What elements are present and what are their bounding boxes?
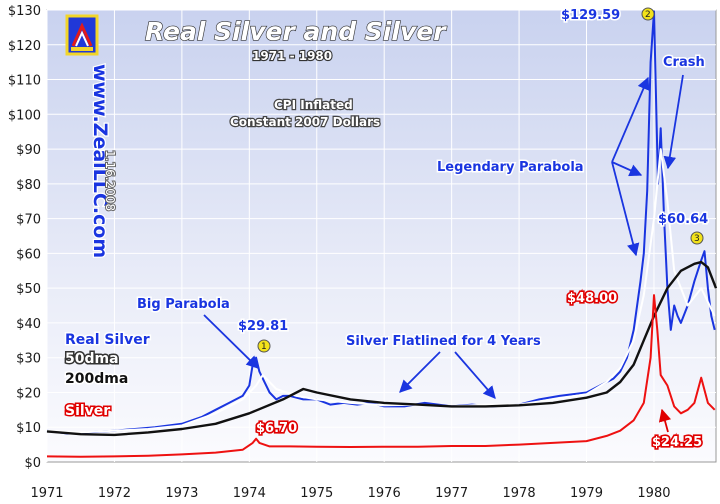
annotation-second-peak: $60.64 xyxy=(658,212,708,227)
annotation-big-parabola: Big Parabola xyxy=(137,297,230,312)
annotation-1974-silver: $6.70 xyxy=(256,421,297,436)
y-tick-label: $0 xyxy=(24,456,41,471)
x-tick-label: 1979 xyxy=(570,486,603,501)
note-line-1: CPI Inflated xyxy=(274,98,353,112)
y-tick-label: $80 xyxy=(16,178,41,193)
annotation-peak-value: $129.59 xyxy=(561,8,620,23)
legend-50dma: 50dma xyxy=(65,351,119,367)
zeal-logo xyxy=(65,14,99,56)
marker-2-label: 2 xyxy=(645,10,651,20)
annotation-arrows xyxy=(203,74,684,399)
y-tick-label: $60 xyxy=(16,247,41,262)
y-tick-label: $120 xyxy=(8,39,41,54)
plot-background xyxy=(46,9,717,463)
legend-real-silver: Real Silver xyxy=(65,332,150,348)
legend-200dma: 200dma xyxy=(65,371,128,387)
series-200dma xyxy=(46,260,718,437)
y-axis: $0 $10 $20 $30 $40 $50 $60 $70 $80 $90 $100 $110 $12… xyxy=(8,4,41,471)
marker-1 xyxy=(257,339,271,353)
chart-title: Real Silver and Silver xyxy=(145,17,447,46)
x-tick-label: 1980 xyxy=(637,486,670,501)
series-silver xyxy=(46,294,716,458)
y-tick-label: $130 xyxy=(8,4,41,19)
x-tick-label: 1973 xyxy=(165,486,198,501)
arrow-big-parabola xyxy=(203,314,259,369)
x-tick-label: 1977 xyxy=(435,486,468,501)
y-tick-label: $40 xyxy=(16,317,41,332)
arrow-crash xyxy=(663,74,684,170)
red-annotation-arrows xyxy=(658,408,672,433)
annotation-1980-silver: $24.25 xyxy=(652,435,702,450)
marker-1-label: 1 xyxy=(261,342,267,352)
y-tick-label: $70 xyxy=(16,213,41,228)
x-tick-label: 1976 xyxy=(368,486,401,501)
marker-2 xyxy=(641,7,655,21)
x-tick-label: 1978 xyxy=(503,486,536,501)
y-tick-label: $30 xyxy=(16,352,41,367)
marker-3 xyxy=(690,231,704,245)
annotation-legendary-parabola: Legendary Parabola xyxy=(437,160,584,175)
x-axis: 1971 1972 1973 1974 1975 1976 1977 1978 1979 1980 xyxy=(30,486,670,501)
chart-subtitle: 1971 - 1980 xyxy=(252,49,332,63)
y-tick-label: $100 xyxy=(8,108,41,123)
arrow-flatlined-2 xyxy=(454,351,496,399)
grid xyxy=(46,9,716,462)
arrow-legendary-1 xyxy=(611,161,640,257)
y-tick-label: $20 xyxy=(16,386,41,401)
y-tick-label: $50 xyxy=(16,282,41,297)
annotation-flatlined: Silver Flatlined for 4 Years xyxy=(346,334,541,349)
series-lines xyxy=(46,10,718,458)
arrow-legendary-3 xyxy=(611,161,643,177)
arrow-1980-silver xyxy=(658,408,672,433)
annotation-silver-peak: $48.00 xyxy=(567,291,617,306)
annotation-1974-peak: $29.81 xyxy=(238,319,288,334)
y-tick-label: $10 xyxy=(16,421,41,436)
arrow-legendary-2 xyxy=(611,76,650,163)
watermark-date: 1.16.2008 xyxy=(103,150,117,211)
note-line-2: Constant 2007 Dollars xyxy=(230,115,380,129)
y-tick-label: $90 xyxy=(16,143,41,158)
annotation-crash: Crash xyxy=(663,55,705,70)
y-tick-label: $110 xyxy=(8,74,41,89)
x-tick-label: 1971 xyxy=(30,486,63,501)
x-tick-label: 1975 xyxy=(300,486,333,501)
x-tick-label: 1972 xyxy=(98,486,131,501)
legend-silver: Silver xyxy=(65,403,110,419)
arrow-flatlined-1 xyxy=(399,351,441,393)
watermark-url: www.ZealLLC.com xyxy=(89,64,111,258)
marker-3-label: 3 xyxy=(694,234,700,244)
x-tick-label: 1974 xyxy=(233,486,266,501)
